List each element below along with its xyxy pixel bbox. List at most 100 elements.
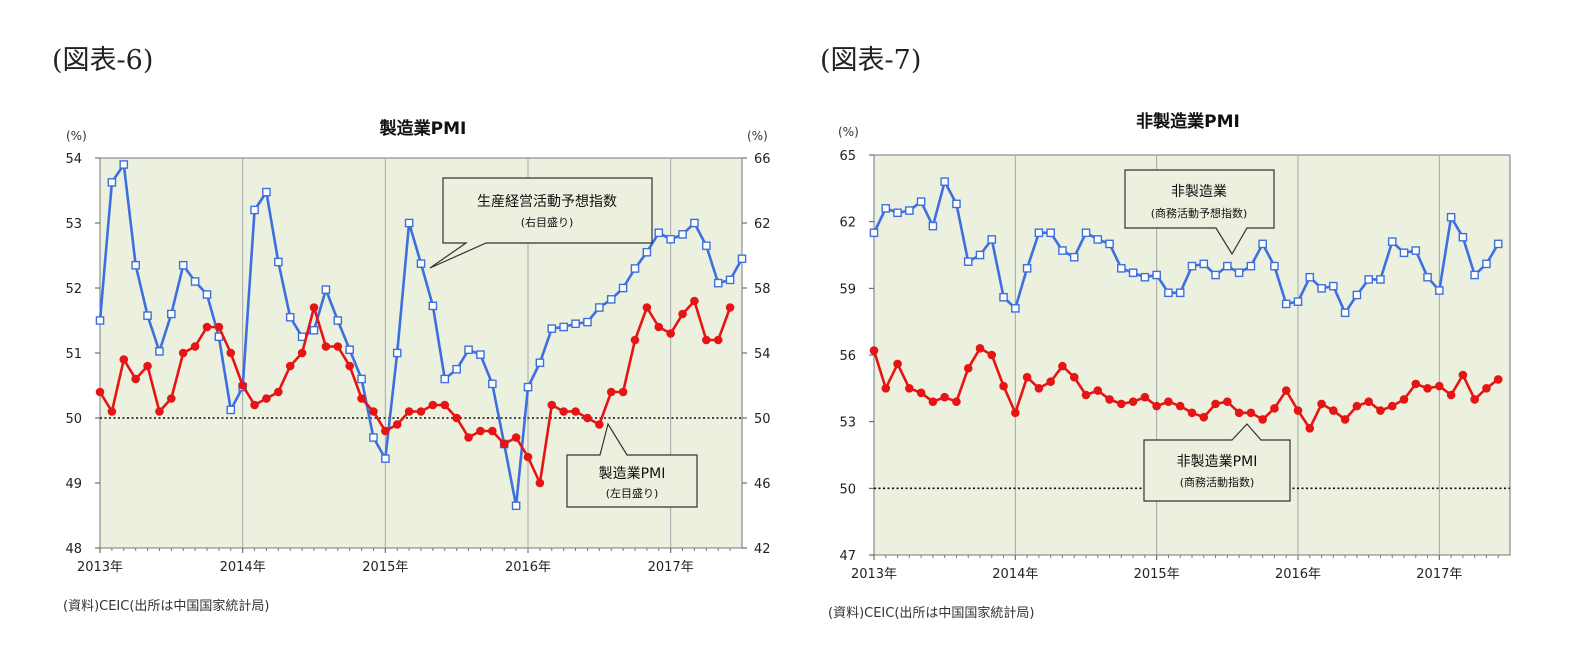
data-point	[975, 250, 985, 260]
x-tick-label: 2016年	[505, 560, 551, 575]
data-point	[1117, 264, 1126, 273]
data-point	[618, 283, 628, 293]
data-point	[905, 384, 914, 393]
data-point	[285, 361, 295, 371]
data-point	[999, 292, 1008, 302]
data-point	[499, 439, 509, 449]
data-point	[1305, 272, 1315, 282]
data-point	[905, 206, 914, 215]
data-point	[440, 374, 450, 384]
series-pmi	[869, 344, 1503, 433]
data-point	[559, 407, 568, 416]
data-point	[559, 322, 568, 332]
callout-expectation-axis: (商務活動予想指数)	[1151, 206, 1248, 220]
data-point	[618, 387, 628, 397]
data-point	[606, 295, 616, 304]
data-point	[535, 358, 545, 368]
callout-pmi-title: 製造業PMI	[599, 466, 666, 482]
data-point	[488, 379, 497, 389]
data-point	[416, 259, 426, 268]
x-tick-label: 2014年	[220, 560, 266, 575]
data-point	[1175, 401, 1185, 411]
data-point	[309, 325, 319, 335]
data-point	[381, 426, 390, 436]
data-point	[583, 317, 592, 327]
data-point	[511, 433, 521, 442]
data-point	[1399, 395, 1409, 404]
data-point	[1211, 399, 1220, 409]
data-point	[725, 275, 735, 285]
data-point	[321, 342, 331, 351]
data-point	[1435, 286, 1444, 295]
data-point	[702, 335, 711, 345]
chart-title: 製造業PMI	[379, 118, 467, 139]
data-point	[1187, 408, 1197, 418]
data-point	[452, 413, 461, 423]
data-point	[357, 374, 366, 384]
figure-7-label: (図表-7)	[820, 45, 922, 76]
data-point	[476, 426, 485, 436]
data-point	[1364, 275, 1373, 284]
data-point	[523, 382, 533, 392]
data-point	[143, 361, 152, 371]
callout-manufacturing-pmi: 製造業PMI (左目盛り)	[566, 422, 698, 508]
data-point	[916, 388, 926, 398]
data-point	[702, 241, 711, 251]
data-point	[737, 254, 747, 264]
data-point	[654, 228, 664, 238]
series-expectation-index	[95, 160, 747, 511]
data-point	[916, 197, 926, 206]
data-point	[1187, 261, 1197, 271]
data-point	[642, 247, 652, 257]
data-point	[1493, 375, 1503, 384]
data-point	[1211, 270, 1220, 280]
data-point	[987, 235, 997, 244]
y-left-tick-label: 62	[839, 216, 856, 231]
data-point	[143, 311, 152, 320]
data-point	[1128, 397, 1138, 406]
data-point	[678, 309, 687, 319]
data-point	[333, 342, 343, 351]
data-point	[987, 350, 997, 360]
callout-pmi-title: 非製造業PMI	[1177, 454, 1258, 470]
x-tick-label: 2013年	[851, 567, 897, 582]
callout-pmi-axis: (左目盛り)	[606, 486, 659, 500]
data-point	[1376, 406, 1385, 415]
data-point	[571, 407, 580, 416]
series-pmi	[95, 296, 735, 488]
data-point	[928, 397, 938, 406]
data-point	[95, 316, 105, 325]
y-right-tick-label: 62	[754, 217, 771, 232]
data-point	[869, 346, 879, 355]
x-tick-label: 2014年	[992, 567, 1038, 582]
data-point	[190, 342, 200, 351]
y-left-tick-label: 51	[65, 347, 82, 362]
data-point	[1281, 299, 1291, 309]
data-point	[345, 345, 354, 355]
data-point	[1293, 406, 1303, 415]
data-point	[1081, 390, 1091, 400]
data-point	[464, 345, 473, 355]
data-point	[107, 407, 117, 416]
data-point	[595, 303, 604, 312]
data-point	[1446, 390, 1456, 400]
data-point	[309, 303, 319, 312]
callout-expectation-index: 生産経営活動予想指数 (右目盛り)	[429, 177, 653, 269]
data-point	[1034, 228, 1044, 238]
data-point	[1011, 408, 1020, 418]
source-note: (資料)CEIC(出所は中国国家統計局)	[828, 605, 1035, 621]
data-point	[1069, 372, 1079, 382]
data-point	[1305, 424, 1315, 433]
callout-expectation-axis: (右目盛り)	[521, 215, 574, 229]
data-point	[238, 381, 247, 390]
data-point	[1117, 399, 1126, 409]
data-point	[547, 400, 557, 410]
data-point	[167, 309, 176, 319]
data-point	[869, 228, 879, 238]
x-tick-label: 2015年	[1134, 567, 1180, 582]
data-point	[333, 316, 343, 325]
callout-expectation-title: 生産経営活動予想指数	[477, 194, 617, 210]
y-left-tick-label: 48	[65, 542, 82, 557]
data-point	[178, 348, 188, 358]
data-point	[404, 407, 414, 416]
